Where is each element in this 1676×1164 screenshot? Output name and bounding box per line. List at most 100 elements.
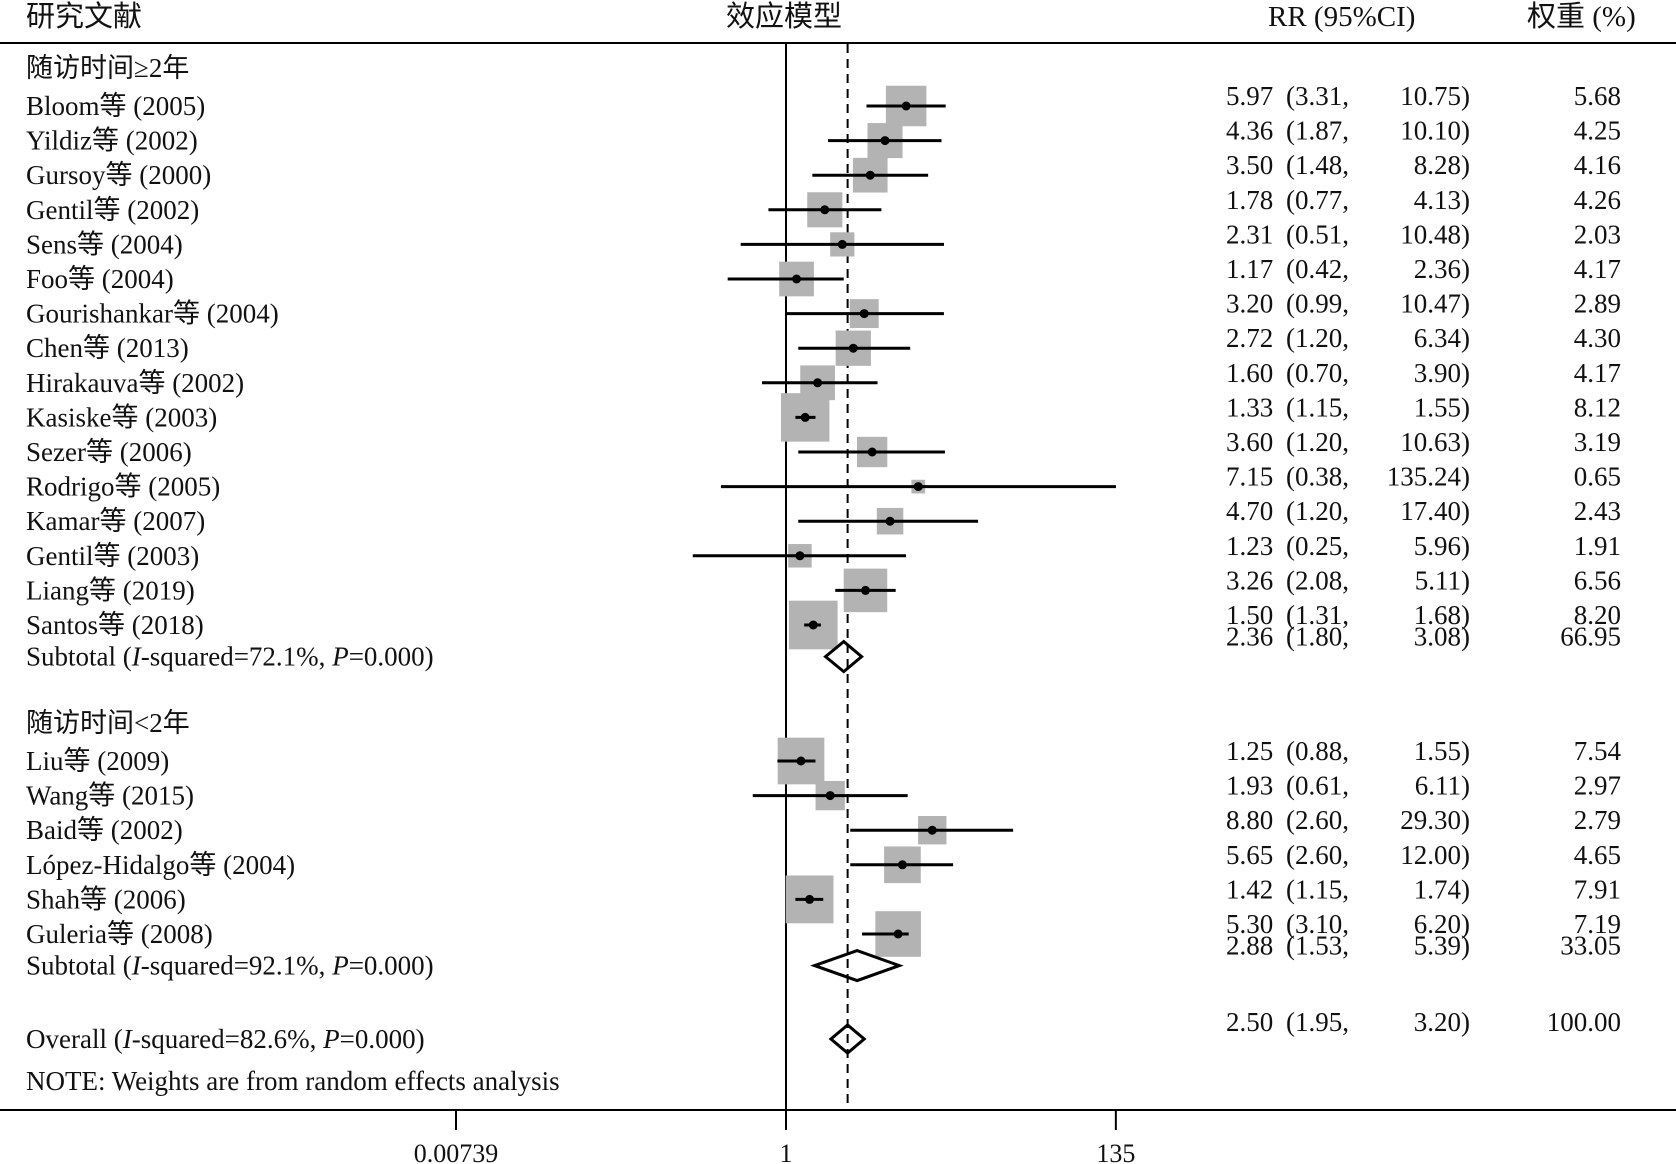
- study-rr-value: 3.50: [1226, 150, 1273, 180]
- subtotal-ci-lower: (1.53,: [1286, 931, 1349, 961]
- study-ci-upper: 10.47): [1400, 289, 1470, 319]
- point-estimate: [805, 894, 815, 904]
- study-weight: 4.17: [1574, 358, 1621, 388]
- subtotal-label: Subtotal (I-squared=92.1%, P=0.000): [26, 951, 434, 981]
- study-rr-value: 3.26: [1226, 565, 1273, 595]
- subtotal-label: Subtotal (I-squared=72.1%, P=0.000): [26, 642, 434, 672]
- study-ci-lower: (2.60,: [1286, 805, 1349, 835]
- overall-label: Overall (I-squared=82.6%, P=0.000): [26, 1024, 425, 1054]
- study-label: Santos等 (2018): [26, 610, 204, 640]
- study-rr-value: 1.42: [1226, 874, 1273, 904]
- study-rr-value: 1.23: [1226, 531, 1273, 561]
- x-tick-label: 1: [780, 1139, 793, 1164]
- point-estimate: [820, 205, 830, 215]
- study-rr-value: 7.15: [1226, 462, 1273, 492]
- group-title: 随访时间<2年: [26, 708, 190, 738]
- subtotal-ci-lower: (1.80,: [1286, 622, 1349, 652]
- study-weight: 1.91: [1574, 531, 1621, 561]
- x-tick-label: 0.00739: [414, 1139, 499, 1164]
- study-weight: 2.89: [1574, 289, 1621, 319]
- study-rr-value: 1.33: [1226, 392, 1273, 422]
- study-label: Gentil等 (2002): [26, 195, 199, 225]
- subtotal-weight: 66.95: [1560, 622, 1621, 652]
- study-ci-upper: 135.24): [1387, 462, 1470, 492]
- study-weight: 2.97: [1574, 771, 1621, 801]
- subtotal-rr-value: 2.88: [1226, 931, 1273, 961]
- group-title: 随访时间≥2年: [26, 53, 189, 83]
- study-ci-upper: 4.13): [1414, 185, 1470, 215]
- subtotal-ci-upper: 5.39): [1414, 931, 1470, 961]
- study-weight: 6.56: [1574, 565, 1621, 595]
- header-study: 研究文献: [26, 0, 142, 33]
- study-ci-upper: 8.28): [1414, 150, 1470, 180]
- note-text: NOTE: Weights are from random effects an…: [26, 1066, 560, 1096]
- overall-ci-lower: (1.95,: [1286, 1007, 1349, 1037]
- study-weight: 8.20: [1574, 600, 1621, 630]
- study-ci-lower: (0.99,: [1286, 289, 1349, 319]
- study-ci-upper: 10.75): [1400, 81, 1470, 111]
- study-label: Gourishankar等 (2004): [26, 299, 279, 329]
- study-ci-lower: (0.88,: [1286, 736, 1349, 766]
- study-ci-lower: (0.61,: [1286, 771, 1349, 801]
- point-estimate: [837, 239, 847, 249]
- study-label: Chen等 (2013): [26, 333, 189, 363]
- study-ci-upper: 10.48): [1400, 219, 1470, 249]
- study-label: Baid等 (2002): [26, 815, 183, 845]
- study-ci-lower: (0.42,: [1286, 254, 1349, 284]
- subtotal-ci-upper: 3.08): [1414, 622, 1470, 652]
- study-ci-upper: 5.96): [1414, 531, 1470, 561]
- point-estimate: [901, 101, 911, 111]
- subtotal-rr-value: 2.36: [1226, 622, 1273, 652]
- study-label: López-Hidalgo等 (2004): [26, 850, 295, 880]
- study-ci-lower: (0.38,: [1286, 462, 1349, 492]
- study-ci-upper: 1.74): [1414, 874, 1470, 904]
- study-rr-value: 3.20: [1226, 289, 1273, 319]
- study-ci-upper: 29.30): [1400, 805, 1470, 835]
- study-label: Liu等 (2009): [26, 746, 169, 776]
- study-ci-lower: (1.20,: [1286, 496, 1349, 526]
- study-weight: 4.25: [1574, 116, 1621, 146]
- point-estimate: [927, 825, 937, 835]
- point-estimate: [795, 551, 805, 561]
- study-label: Shah等 (2006): [26, 884, 186, 914]
- study-label: Kamar等 (2007): [26, 506, 205, 536]
- study-label: Bloom等 (2005): [26, 91, 205, 121]
- study-ci-lower: (3.10,: [1286, 909, 1349, 939]
- overall-weight: 100.00: [1547, 1007, 1621, 1037]
- study-weight: 2.03: [1574, 219, 1621, 249]
- study-ci-lower: (1.20,: [1286, 427, 1349, 457]
- study-rr-value: 5.97: [1226, 81, 1273, 111]
- study-label: Kasiske等 (2003): [26, 402, 217, 432]
- study-weight: 7.54: [1574, 736, 1622, 766]
- study-rr-value: 2.31: [1226, 219, 1273, 249]
- point-estimate: [860, 585, 870, 595]
- point-estimate: [885, 516, 895, 526]
- overall-rr-value: 2.50: [1226, 1007, 1273, 1037]
- study-label: Hirakauva等 (2002): [26, 368, 244, 398]
- study-rr-value: 4.70: [1226, 496, 1273, 526]
- study-weight: 4.16: [1574, 150, 1621, 180]
- study-weight: 7.19: [1574, 909, 1621, 939]
- point-estimate: [865, 170, 875, 180]
- study-rr-value: 2.72: [1226, 323, 1273, 353]
- study-rr-value: 3.60: [1226, 427, 1273, 457]
- study-weight: 4.26: [1574, 185, 1621, 215]
- subtotal-diamond: [810, 949, 904, 983]
- study-ci-upper: 12.00): [1400, 840, 1470, 870]
- study-ci-upper: 1.55): [1414, 392, 1470, 422]
- study-ci-lower: (1.87,: [1286, 116, 1349, 146]
- study-rr-value: 1.50: [1226, 600, 1273, 630]
- study-ci-upper: 1.68): [1414, 600, 1470, 630]
- point-estimate: [813, 378, 823, 388]
- study-rr-value: 1.25: [1226, 736, 1273, 766]
- study-rr-value: 8.80: [1226, 805, 1273, 835]
- study-rr-value: 5.65: [1226, 840, 1273, 870]
- study-ci-lower: (0.25,: [1286, 531, 1349, 561]
- study-label: Guleria等 (2008): [26, 919, 213, 949]
- point-estimate: [808, 620, 818, 630]
- header-weight: 权重 (%): [1527, 0, 1636, 33]
- study-label: Sens等 (2004): [26, 229, 183, 259]
- study-ci-lower: (2.08,: [1286, 565, 1349, 595]
- point-estimate: [792, 274, 802, 284]
